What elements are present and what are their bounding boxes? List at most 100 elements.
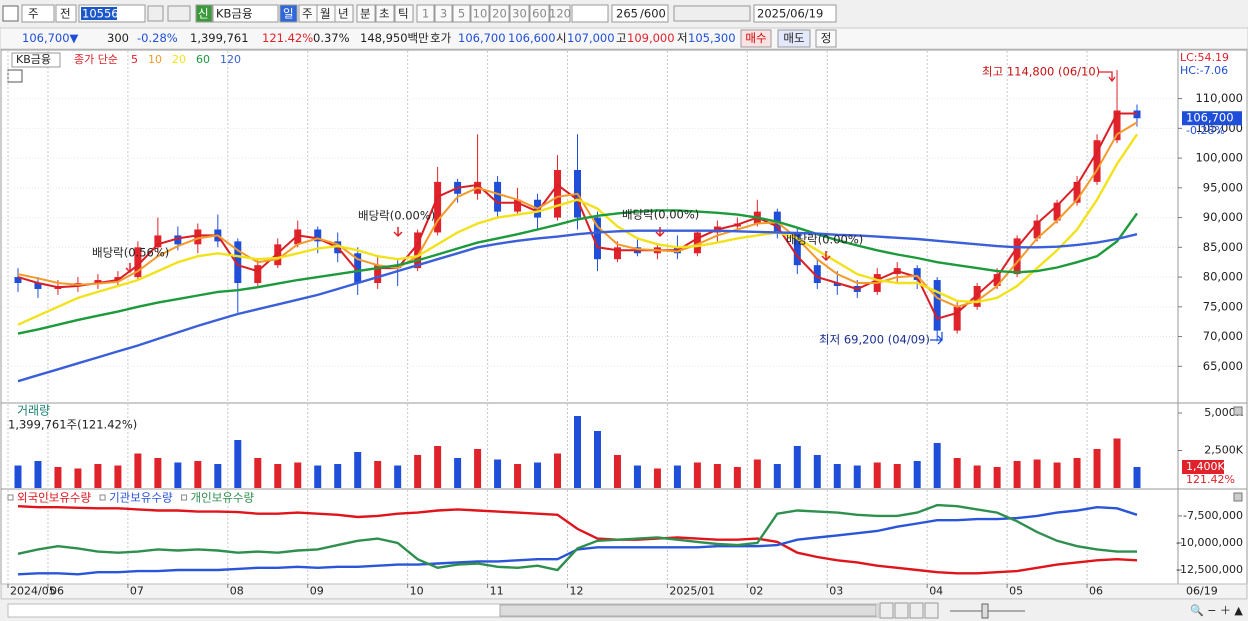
period-button[interactable] — [375, 4, 395, 23]
candle-body — [134, 247, 142, 278]
tool-buttons[interactable] — [673, 5, 751, 22]
y-tick-label: -10,000,000 — [1176, 536, 1243, 549]
legend-marker — [99, 494, 106, 501]
volume-bar — [1113, 438, 1121, 488]
annotation-arrow — [393, 227, 403, 238]
candle-body — [693, 232, 701, 254]
interval-label: 60 — [532, 7, 547, 21]
volume-bar — [294, 462, 302, 488]
buy-button-label: 매수 — [745, 31, 766, 45]
last-volume-rate: 121.42% — [1186, 473, 1235, 486]
interval-button[interactable] — [549, 4, 571, 23]
y-tick-label: 110,000 — [1195, 91, 1243, 105]
stop-button[interactable] — [909, 602, 924, 619]
search-button[interactable] — [147, 5, 164, 22]
volume-bar — [554, 453, 562, 488]
interval-label: 1 — [422, 7, 429, 21]
annotation-arrow — [655, 227, 665, 238]
volume-bar — [14, 465, 22, 488]
prev-button-label: 전 — [60, 7, 71, 21]
date-input[interactable] — [753, 4, 837, 23]
period-button[interactable] — [334, 4, 354, 23]
candle-body — [274, 244, 282, 266]
menu-icon[interactable] — [2, 5, 19, 22]
volume-bar — [653, 468, 661, 488]
period-label: 초 — [379, 7, 390, 21]
candle-body — [34, 283, 42, 289]
y-tick-label: 2,500K — [1204, 444, 1243, 457]
interval-label: 20 — [492, 7, 507, 21]
panel-title: 거래량 — [17, 404, 50, 418]
interval-button[interactable] — [470, 4, 490, 23]
panel-close[interactable] — [1233, 492, 1243, 502]
prev-button[interactable] — [55, 4, 77, 23]
y-tick-label: 85,000 — [1203, 240, 1243, 254]
period-label: 분 — [360, 7, 371, 21]
scroll-button[interactable] — [879, 602, 894, 619]
correct-button-label: 정 — [821, 31, 832, 45]
candle-body — [374, 265, 382, 284]
scroll-thumb[interactable] — [499, 604, 877, 617]
name-input[interactable] — [212, 4, 279, 23]
scroll-button[interactable] — [894, 602, 909, 619]
volume-bar — [1013, 461, 1021, 488]
table-icon[interactable] — [7, 69, 23, 83]
scroll-button[interactable] — [924, 602, 939, 619]
volume-bar — [94, 464, 102, 488]
low-arrow — [930, 332, 943, 345]
badge[interactable] — [195, 4, 213, 23]
y-tick-label: 95,000 — [1203, 180, 1243, 194]
panel-subtitle: 1,399,761주(121.42%) — [8, 418, 137, 432]
volume-bar — [1033, 459, 1041, 488]
zoom-out[interactable]: 🔍 − ＋ ▲ — [1190, 603, 1243, 617]
code-selection — [81, 7, 117, 20]
moving-average-line — [17, 229, 1138, 383]
period-button[interactable] — [394, 4, 414, 23]
interval-button[interactable] — [489, 4, 510, 23]
candle-body — [1013, 238, 1021, 275]
volume-bar — [973, 465, 981, 488]
volume-bar — [753, 459, 761, 488]
volume-bar — [574, 416, 581, 488]
volume-bar — [114, 465, 122, 488]
interval-button[interactable] — [509, 4, 530, 23]
interval-button[interactable] — [452, 4, 471, 23]
y-tick-label: 75,000 — [1203, 299, 1243, 313]
x-tick-label: 2024/05 — [10, 585, 56, 598]
period-button[interactable] — [356, 4, 376, 23]
panel-close[interactable] — [1233, 406, 1243, 416]
x-tick-label: 07 — [130, 585, 144, 598]
quote-high: 109,000 — [627, 31, 675, 45]
sell-button[interactable] — [777, 29, 811, 48]
count-input[interactable] — [611, 4, 669, 23]
sound-button[interactable] — [167, 5, 191, 22]
volume-bar — [174, 462, 182, 488]
y-tick-label: 65,000 — [1203, 359, 1243, 373]
period-label: 일 — [283, 7, 294, 21]
y-tick-label: -12,500,000 — [1176, 563, 1243, 576]
candle-body — [613, 247, 621, 260]
candle-body — [354, 253, 362, 284]
interval-combo[interactable] — [571, 4, 609, 23]
period-button[interactable] — [279, 4, 298, 23]
volume-bar — [833, 464, 841, 488]
volume-bar — [693, 462, 701, 488]
zoom-handle[interactable] — [981, 603, 989, 619]
cursor-date: 06/19 — [1186, 585, 1218, 598]
legend-entry: 120 — [220, 53, 241, 66]
volume-bar — [54, 467, 62, 488]
y-tick-label: 70,000 — [1203, 329, 1243, 343]
dividend-annotation: 배당락(0.00%) — [358, 209, 435, 223]
interval-button[interactable] — [416, 4, 435, 23]
interval-button[interactable] — [434, 4, 453, 23]
interval-label: 10 — [473, 7, 488, 21]
candle-body — [314, 229, 322, 242]
legend-entry: 5 — [131, 53, 138, 66]
y-tick-label: 100,000 — [1195, 151, 1243, 165]
buy-button[interactable] — [740, 29, 772, 48]
dividend-annotation: 배당락(0.00%) — [786, 233, 863, 247]
market-select[interactable] — [21, 4, 55, 23]
interval-button[interactable] — [529, 4, 550, 23]
correct-button[interactable] — [815, 29, 837, 48]
